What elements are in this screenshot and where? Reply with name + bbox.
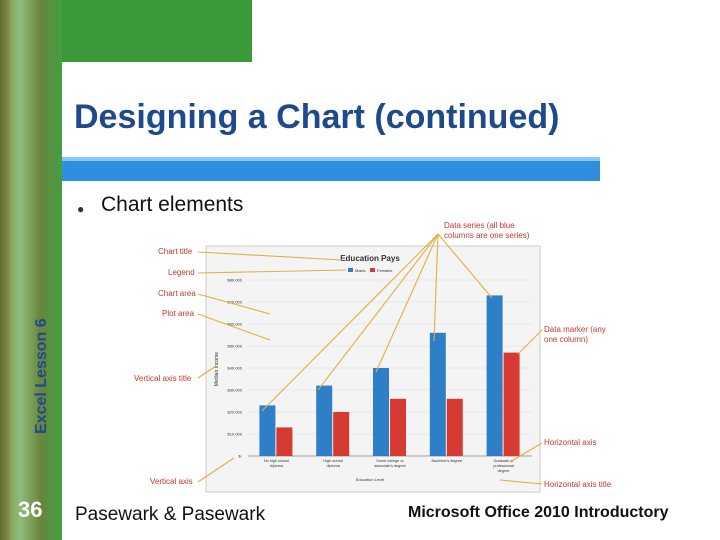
x-tick-label: High school xyxy=(323,459,343,463)
callout-chart-title: Chart title xyxy=(158,247,193,256)
y-tick-label: $80,000 xyxy=(228,278,243,283)
y-tick-label: $50,000 xyxy=(228,344,243,349)
y-tick-label: $70,000 xyxy=(228,300,243,305)
slide-number: 36 xyxy=(18,497,43,522)
left-green-bar xyxy=(0,0,62,540)
callout-data-series-line2: columns are one series) xyxy=(444,231,530,240)
title-divider-highlight xyxy=(62,157,600,161)
chart-figure: Education Pays Males Females Median Inco… xyxy=(134,221,612,493)
callout-data-marker-line2: one column) xyxy=(544,335,588,344)
y-tick-label: $20,000 xyxy=(228,410,243,415)
lesson-label: Excel Lesson 6 xyxy=(33,318,50,434)
callout-arrows xyxy=(197,233,543,485)
slide-title: Designing a Chart (continued) xyxy=(74,98,560,136)
footer-author: Pasewark & Pasewark xyxy=(75,504,266,525)
x-tick-label: No high school xyxy=(264,459,289,463)
bullet-icon: ● xyxy=(77,202,85,216)
x-tick-label: associate's degree xyxy=(374,464,406,468)
bar-males-3 xyxy=(429,332,446,456)
bar-females-2 xyxy=(390,398,406,456)
callout-legend: Legend xyxy=(168,268,195,277)
legend-males: Males xyxy=(355,268,366,273)
callout-vertical-axis-title: Vertical axis title xyxy=(134,374,192,383)
footer-course: Microsoft Office 2010 Introductory xyxy=(408,504,669,521)
x-tick-label: Some college or xyxy=(376,459,404,463)
callout-vertical-axis: Vertical axis xyxy=(150,477,193,486)
chart-title: Education Pays xyxy=(340,254,400,263)
y-tick-label: $- xyxy=(238,454,242,459)
legend-females: Females xyxy=(377,268,392,273)
y-tick-label: $10,000 xyxy=(228,432,243,437)
title-divider xyxy=(62,157,600,181)
bar-males-2 xyxy=(373,368,389,456)
y-tick-label: $60,000 xyxy=(228,322,243,327)
bullet-text: Chart elements xyxy=(101,193,244,216)
bar-females-1 xyxy=(333,412,350,456)
top-green-block xyxy=(62,0,252,62)
bar-females-0 xyxy=(276,427,293,456)
x-tick-label: diploma xyxy=(327,464,341,468)
callout-plot-area: Plot area xyxy=(162,309,195,318)
x-axis-title: Education Level xyxy=(356,477,385,482)
bar-males-4 xyxy=(486,295,503,456)
bar-females-4 xyxy=(503,352,520,456)
callout-data-marker-line1: Data marker (any xyxy=(544,325,606,334)
y-tick-label: $40,000 xyxy=(228,366,243,371)
x-tick-label: Bachelor's degree xyxy=(432,459,463,463)
x-tick-label: diploma xyxy=(270,464,284,468)
callout-horizontal-axis-title: Horizontal axis title xyxy=(544,480,612,489)
bar-males-0 xyxy=(259,405,276,456)
x-tick-label: degree xyxy=(498,469,510,473)
legend-swatch-females xyxy=(370,268,375,272)
bar-females-3 xyxy=(446,398,463,456)
callout-chart-area: Chart area xyxy=(158,289,196,298)
bar-males-1 xyxy=(316,385,333,456)
callout-horizontal-axis: Horizontal axis xyxy=(544,438,596,447)
plot-area: $- $10,000 $20,000 $30,000 $40,000 $50,000 $60… xyxy=(228,278,532,473)
legend-swatch-males xyxy=(348,268,353,272)
y-axis-title: Median Income xyxy=(214,352,220,386)
callout-data-series-line1: Data series (all blue xyxy=(444,221,515,230)
x-tick-label: Graduate or xyxy=(493,459,514,463)
y-tick-label: $30,000 xyxy=(228,388,243,393)
x-tick-label: professional xyxy=(493,464,514,468)
